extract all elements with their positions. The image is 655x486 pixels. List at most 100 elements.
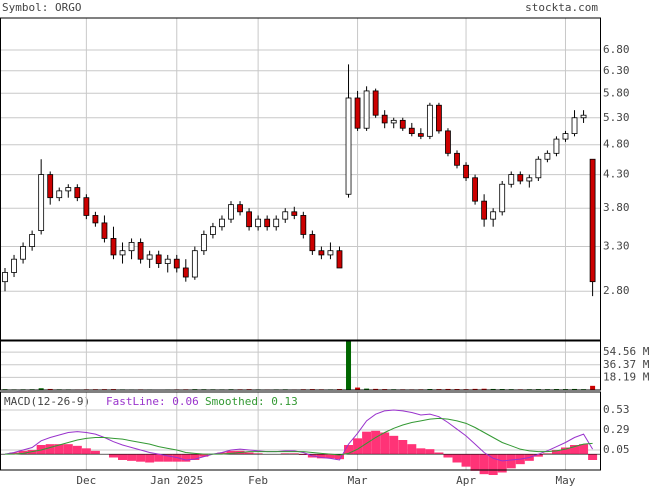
macd-histogram <box>506 454 516 469</box>
candle-body <box>191 250 198 278</box>
candle-body <box>580 114 587 119</box>
candle-body <box>553 138 560 154</box>
candle-body <box>499 183 506 213</box>
candle-body <box>74 187 81 199</box>
macd-histogram <box>45 444 55 455</box>
macd-histogram <box>470 454 480 471</box>
macd-histogram <box>334 454 344 460</box>
macd-histogram <box>443 454 453 458</box>
candle-body <box>83 197 90 216</box>
macd-histogram <box>452 454 462 463</box>
volume-bar <box>490 388 496 390</box>
y-tick-label: 0.29 <box>603 423 630 436</box>
macd-histogram <box>90 450 100 455</box>
candle-body <box>146 254 153 260</box>
macd-histogram <box>253 453 263 455</box>
macd-histogram <box>81 448 91 455</box>
candle-body <box>164 258 171 264</box>
candle-body <box>472 177 478 202</box>
macd-histogram <box>163 454 173 462</box>
volume-bar <box>445 388 451 390</box>
candle-body <box>381 114 388 124</box>
candle-body <box>56 190 63 199</box>
candle-body <box>517 174 524 182</box>
y-tick-label: 5.80 <box>603 86 630 99</box>
macd-histogram <box>542 453 552 455</box>
macd-histogram <box>154 454 164 462</box>
y-tick-label: 0.05 <box>603 443 630 456</box>
candle-body <box>264 218 271 228</box>
y-tick-label: 18.19 M <box>603 370 650 383</box>
macd-histogram <box>488 454 498 475</box>
x-tick-label: Apr <box>456 474 476 486</box>
volume-bar <box>38 388 44 390</box>
candle-body <box>11 258 17 273</box>
volume-bar <box>472 388 478 390</box>
candle-body <box>399 119 406 129</box>
candle-body <box>173 258 180 269</box>
x-tick-label: Feb <box>248 474 268 486</box>
candle-body <box>65 187 72 192</box>
candle-body <box>354 97 361 129</box>
y-tick-label: 54.56 M <box>603 345 650 358</box>
candle-body <box>535 158 542 179</box>
macd-histogram <box>136 454 146 462</box>
candle-body <box>481 200 488 220</box>
x-tick-label: Mar <box>348 474 368 486</box>
y-tick-label: 0.53 <box>603 403 630 416</box>
candle-body <box>417 133 424 137</box>
candle-body <box>436 104 442 132</box>
macd-histogram <box>217 452 227 455</box>
volume-bar <box>590 385 596 390</box>
candle-body <box>255 218 262 228</box>
candle-body <box>526 177 533 182</box>
macd-histogram <box>416 448 426 455</box>
candle-body <box>390 119 397 124</box>
candle-body <box>92 215 99 224</box>
macd-histogram <box>54 444 64 455</box>
candle-body <box>454 152 460 166</box>
candle-body <box>210 226 216 235</box>
macd-histogram <box>325 454 335 459</box>
volume-bar <box>47 388 53 390</box>
x-tick-label: Jan 2025 <box>150 474 203 486</box>
candle-body <box>426 104 433 137</box>
candle-body <box>363 90 370 129</box>
candle-body <box>571 117 578 135</box>
y-tick-label: 3.80 <box>603 201 630 214</box>
candle-body <box>309 234 316 252</box>
candle-body <box>345 97 352 195</box>
macd-histogram <box>289 453 299 455</box>
x-tick-label: Dec <box>76 474 96 486</box>
volume-bar <box>346 341 352 390</box>
candle-body <box>589 158 596 283</box>
macd-histogram <box>244 452 254 455</box>
macd-histogram <box>380 432 390 455</box>
macd-histogram <box>353 438 363 455</box>
macd-histogram <box>560 447 570 455</box>
macd-histogram <box>461 454 471 467</box>
y-tick-label: 6.80 <box>603 43 630 56</box>
y-tick-label: 3.30 <box>603 240 630 253</box>
site: stockta.com <box>525 1 598 14</box>
candle-body <box>562 133 569 140</box>
legend-entry: FastLine: 0.06 <box>106 395 199 408</box>
macd-histogram <box>280 453 290 455</box>
volume-bar <box>364 388 370 390</box>
macd-histogram <box>398 440 408 455</box>
candle-body <box>273 218 280 228</box>
candle-body <box>2 272 8 283</box>
candle-body <box>47 174 54 199</box>
candle-body <box>336 250 343 269</box>
candle-body <box>29 234 36 247</box>
macd-title: MACD(12-26-9) <box>4 395 90 408</box>
candle-body <box>137 242 144 260</box>
candle-body <box>200 234 207 252</box>
macd-histogram <box>371 430 381 455</box>
macd-histogram <box>497 454 507 473</box>
candle-body <box>237 204 243 213</box>
volume-bar <box>481 388 487 390</box>
macd-line <box>5 417 593 456</box>
candle-body <box>372 90 379 116</box>
macd-histogram <box>226 450 236 455</box>
